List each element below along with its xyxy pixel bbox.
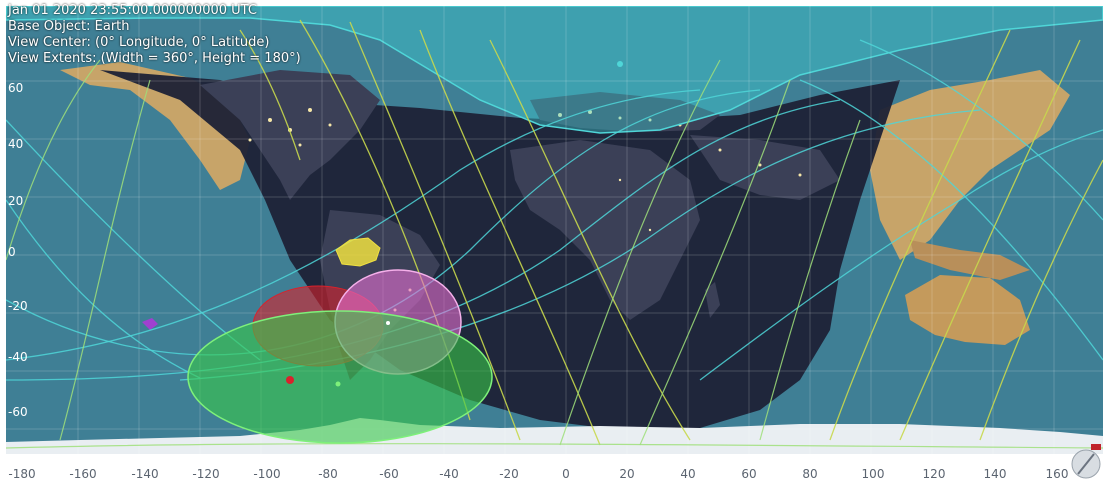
lon-tick-label: 100 <box>862 467 885 481</box>
land-madagascar-night <box>705 282 720 318</box>
ground-track-cyan-5 <box>699 129 1103 381</box>
ground-track-yellow-4 <box>489 39 691 441</box>
compass-icon[interactable] <box>1071 444 1101 479</box>
lon-tick-label: 120 <box>923 467 946 481</box>
lon-tick-label: 20 <box>619 467 634 481</box>
lat-tick-label: -80 <box>8 454 28 468</box>
lat-tick-label: -20 <box>8 299 28 313</box>
lat-tick-label: 40 <box>8 137 23 151</box>
longitude-axis: -180 -160 -140 -120 -100 -80 -60 -40 -20… <box>8 467 1068 481</box>
ground-station-marker[interactable] <box>617 61 623 67</box>
lon-tick-label: -160 <box>69 467 96 481</box>
lon-tick-label: 80 <box>802 467 817 481</box>
land-africa-night <box>510 140 700 320</box>
green-target-marker[interactable] <box>335 381 341 387</box>
lon-tick-label: 160 <box>1046 467 1069 481</box>
land-australia-day <box>905 275 1030 345</box>
ground-track-green-3 <box>559 59 721 446</box>
lon-tick-label: -60 <box>379 467 399 481</box>
coverage-zone-yellow[interactable] <box>335 237 381 267</box>
lat-tick-label: 20 <box>8 194 23 208</box>
ground-track-yellow-5 <box>829 29 1011 441</box>
ground-track-green-6 <box>6 443 1103 449</box>
timestamp-text: Jan 01 2020 23:55:00.000000000 UTC <box>8 3 257 18</box>
view-center-text: View Center: (0° Longitude, 0° Latitude) <box>8 35 270 50</box>
lon-tick-label: 0 <box>562 467 570 481</box>
lat-tick-label: 0 <box>8 245 16 259</box>
lon-tick-label: -80 <box>318 467 338 481</box>
coverage-zone-green[interactable] <box>187 310 493 444</box>
lat-tick-label: -60 <box>8 405 28 419</box>
ground-track-green-4 <box>639 79 791 446</box>
ground-track-cyan-1 <box>6 89 761 356</box>
polar-cap-region[interactable] <box>6 6 1103 134</box>
ground-track-cyan-2 <box>6 99 841 381</box>
red-target-marker[interactable] <box>286 376 294 384</box>
lon-tick-label: 40 <box>680 467 695 481</box>
ground-track-yellow-8 <box>239 29 301 161</box>
ground-tracks-green <box>6 59 1103 449</box>
lat-tick-label: 60 <box>8 81 23 95</box>
lon-tick-label: -100 <box>253 467 280 481</box>
ground-track-green-1 <box>6 59 101 261</box>
latitude-axis: 60 40 20 0 -20 -40 -60 -80 <box>8 81 28 468</box>
ground-track-cyan-6 <box>799 79 1103 361</box>
lon-tick-label: -20 <box>499 467 519 481</box>
land-southeast-asia-day <box>910 240 1030 280</box>
pink-target-marker[interactable] <box>386 321 390 325</box>
base-object-text: Base Object: Earth <box>8 19 130 34</box>
land-europe-night <box>530 92 720 132</box>
lon-tick-label: 60 <box>741 467 756 481</box>
land-purple-island <box>142 318 158 330</box>
ground-track-yellow-7 <box>979 159 1103 441</box>
land-north-america-night <box>200 70 380 200</box>
lon-tick-label: 140 <box>984 467 1007 481</box>
lon-tick-label: -120 <box>192 467 219 481</box>
ground-track-green-5 <box>759 119 861 441</box>
lon-tick-label: -140 <box>131 467 158 481</box>
ground-tracks-yellow <box>239 19 1103 446</box>
view-extents-text: View Extents: (Width = 360°, Height = 18… <box>8 51 301 66</box>
view-info-overlay: Jan 01 2020 23:55:00.000000000 UTC Base … <box>8 3 301 67</box>
ground-track-cyan-7 <box>859 39 1103 221</box>
ground-track-yellow-2 <box>349 21 521 441</box>
lon-tick-label: -40 <box>439 467 459 481</box>
lon-tick-label: -180 <box>8 467 35 481</box>
lat-tick-label: -40 <box>8 350 28 364</box>
ground-track-green-2 <box>59 79 151 441</box>
land-antarctica <box>6 418 1103 454</box>
ground-track-yellow-3 <box>419 29 601 446</box>
ground-track-yellow-6 <box>899 39 1081 441</box>
